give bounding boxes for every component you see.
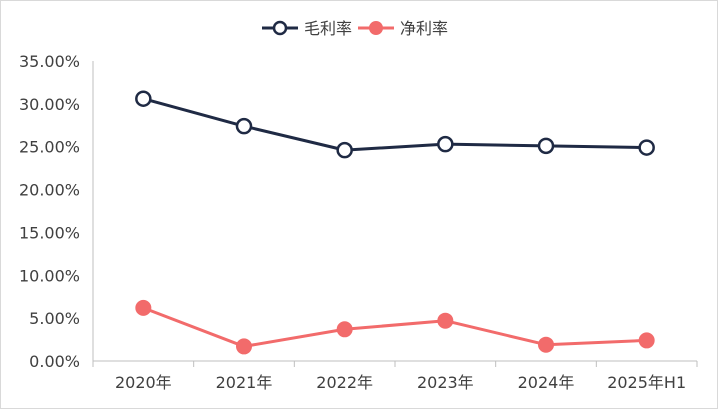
legend-marker-swatch [272, 20, 288, 36]
x-tick-label: 2024年 [518, 373, 575, 392]
x-tick-label: 2025年H1 [607, 373, 686, 392]
data-point-series-1[interactable] [437, 135, 454, 153]
legend-label[interactable]: 净利率 [400, 19, 448, 38]
legend: 毛利率 净利率 [262, 19, 448, 38]
y-tick-label: 0.00% [29, 352, 80, 371]
data-point-series-2[interactable] [538, 336, 554, 353]
series-line-2 [141, 306, 649, 348]
data-point-series-1[interactable] [235, 117, 253, 135]
series-group [135, 90, 655, 355]
x-tick-label: 2023年 [417, 373, 474, 392]
data-point-series-2[interactable] [135, 299, 152, 316]
x-tick-label: 2021年 [216, 373, 273, 392]
data-point-series-2[interactable] [437, 312, 454, 329]
x-tick-label: 2020年 [115, 373, 172, 392]
y-tick-label: 35.00% [19, 52, 80, 71]
y-tick-label: 30.00% [19, 95, 80, 114]
x-axis-ticks: 2020年 2021年 2022年 2023年 2024年 2025年H1 [92, 361, 698, 392]
x-tick-label: 2022年 [316, 373, 373, 392]
data-point-series-2[interactable] [638, 332, 655, 349]
series-line-1 [141, 97, 649, 152]
y-tick-label: 5.00% [29, 309, 80, 328]
y-tick-label: 20.00% [19, 181, 80, 200]
y-tick-label: 10.00% [19, 266, 80, 285]
data-point-series-2[interactable] [336, 321, 353, 338]
y-axis-ticks: 0.00% 5.00% 10.00% 15.00% 20.00% 25.00% 30.00%… [19, 52, 80, 371]
data-point-series-1[interactable] [537, 137, 555, 155]
data-point-series-1[interactable] [135, 90, 152, 107]
legend-label[interactable]: 毛利率 [304, 19, 352, 38]
data-point-series-1[interactable] [638, 139, 655, 156]
y-tick-label: 15.00% [19, 223, 80, 242]
legend-marker-swatch [369, 21, 383, 35]
data-point-series-1[interactable] [336, 141, 353, 159]
data-point-series-2[interactable] [236, 338, 252, 355]
y-tick-label: 25.00% [19, 138, 80, 157]
